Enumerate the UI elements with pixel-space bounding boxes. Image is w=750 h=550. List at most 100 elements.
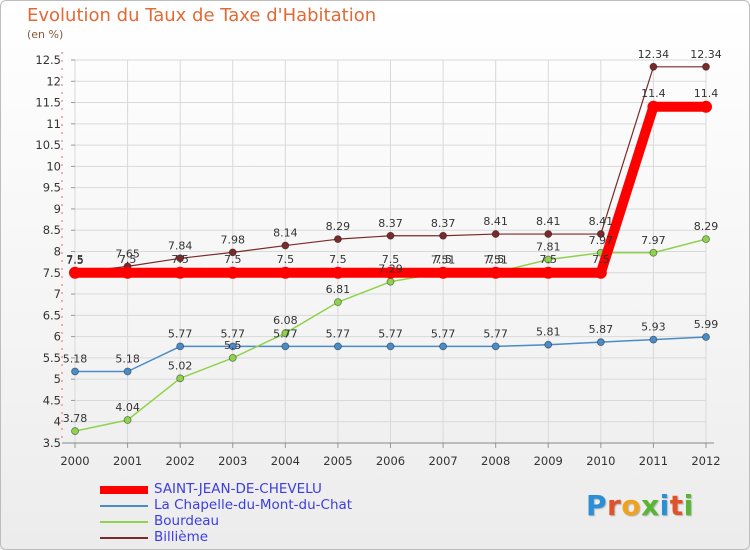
data-label-la-chapelle-du-mont-du-chat: 5.77 xyxy=(326,327,351,340)
data-point-billieme xyxy=(702,62,710,71)
data-label-bourdeau: 6.08 xyxy=(273,314,298,327)
data-label-la-chapelle-du-mont-du-chat: 5.18 xyxy=(115,353,140,366)
logo-letter: i xyxy=(659,489,670,522)
data-label-la-chapelle-du-mont-du-chat: 5.99 xyxy=(694,318,719,331)
logo-letter: P xyxy=(586,489,608,522)
data-label-la-chapelle-du-mont-du-chat: 5.18 xyxy=(63,353,88,366)
data-point-billieme xyxy=(334,235,342,244)
legend-label-billieme: Billième xyxy=(154,529,209,545)
data-point-bourdeau xyxy=(334,298,342,307)
data-point-billieme xyxy=(649,62,658,71)
data-label-saint-jean-de-chevelu: 7.5 xyxy=(382,253,400,266)
data-point-saint-jean-de-chevelu xyxy=(647,100,660,113)
y-tick-label: 5.5 xyxy=(43,351,61,365)
y-tick-label: 6.5 xyxy=(43,308,61,322)
x-tick-label: 2010 xyxy=(586,454,615,468)
data-label-saint-jean-de-chevelu: 7.5 xyxy=(224,253,242,266)
y-tick-label: 6 xyxy=(54,330,61,344)
y-tick-label: 8 xyxy=(54,245,61,259)
data-point-bourdeau xyxy=(544,255,553,264)
data-point-saint-jean-de-chevelu xyxy=(437,266,450,279)
data-label-billieme: 7.98 xyxy=(221,233,246,246)
data-label-bourdeau: 7.51 xyxy=(431,253,456,266)
data-label-saint-jean-de-chevelu: 11.4 xyxy=(641,87,666,100)
data-label-billieme: 8.41 xyxy=(483,215,508,228)
data-point-bourdeau xyxy=(702,235,710,244)
data-label-billieme: 7.65 xyxy=(115,247,140,260)
data-label-bourdeau: 3.78 xyxy=(63,412,88,425)
x-tick-label: 2009 xyxy=(534,454,563,468)
data-point-la-chapelle-du-mont-du-chat xyxy=(334,342,342,351)
data-label-bourdeau: 7.97 xyxy=(641,234,666,247)
x-tick-label: 2005 xyxy=(323,454,352,468)
data-label-bourdeau: 7.29 xyxy=(378,263,403,276)
data-label-saint-jean-de-chevelu: 7.5 xyxy=(171,253,189,266)
data-point-saint-jean-de-chevelu xyxy=(331,266,344,279)
axis-layer: 3.5 4 4.5 5 5.5 6 6.5 7 7.5 8 8.5 9 9.5 10 10.5 11 11.5 1… xyxy=(35,52,721,468)
data-point-la-chapelle-du-mont-du-chat xyxy=(491,342,500,351)
data-point-saint-jean-de-chevelu xyxy=(121,266,134,279)
data-point-la-chapelle-du-mont-du-chat xyxy=(123,367,132,376)
data-point-saint-jean-de-chevelu xyxy=(384,266,397,279)
data-point-bourdeau xyxy=(386,277,395,286)
logo-letter: x xyxy=(641,489,660,522)
data-label-bourdeau: 4.04 xyxy=(115,401,140,414)
data-label-saint-jean-de-chevelu: 7.5 xyxy=(277,253,295,266)
data-point-saint-jean-de-chevelu xyxy=(279,266,292,279)
data-label-billieme: 7.5 xyxy=(66,254,84,267)
y-tick-label: 3.5 xyxy=(43,436,61,450)
data-label-saint-jean-de-chevelu: 7.5 xyxy=(487,253,505,266)
data-point-la-chapelle-du-mont-du-chat xyxy=(649,335,658,344)
y-tick-label: 5 xyxy=(54,372,61,386)
data-point-bourdeau xyxy=(281,329,290,338)
data-label-billieme: 8.37 xyxy=(431,217,456,230)
y-tick-label: 12 xyxy=(46,74,61,88)
data-point-billieme xyxy=(596,230,605,238)
data-label-la-chapelle-du-mont-du-chat: 5.77 xyxy=(483,327,508,340)
data-point-billieme xyxy=(228,248,237,257)
proxiti-logo: Proxiti xyxy=(586,489,694,522)
data-label-bourdeau: 7.97 xyxy=(589,234,614,247)
x-tick-label: 2000 xyxy=(60,454,89,468)
x-tick-label: 2001 xyxy=(113,454,142,468)
data-point-saint-jean-de-chevelu xyxy=(174,266,187,279)
data-label-la-chapelle-du-mont-du-chat: 5.93 xyxy=(641,321,666,334)
series-layer xyxy=(69,62,712,435)
data-label-saint-jean-de-chevelu: 11.4 xyxy=(694,87,719,100)
data-point-billieme xyxy=(544,230,553,238)
data-point-la-chapelle-du-mont-du-chat xyxy=(596,338,605,347)
data-label-la-chapelle-du-mont-du-chat: 5.87 xyxy=(589,323,614,336)
data-point-la-chapelle-du-mont-du-chat xyxy=(439,342,447,351)
logo-letter: t xyxy=(669,489,684,522)
x-tick-label: 2006 xyxy=(376,454,405,468)
y-tick-label: 7 xyxy=(54,287,61,301)
data-point-saint-jean-de-chevelu xyxy=(226,266,239,279)
data-point-la-chapelle-du-mont-du-chat xyxy=(176,342,185,351)
data-label-layer: 7.5 7.657.84 7.988.14 8.29 8.37 8.37 8.41 8.41 8… xyxy=(63,48,722,425)
data-point-bourdeau xyxy=(123,416,132,424)
data-point-saint-jean-de-chevelu xyxy=(594,266,607,279)
data-point-billieme xyxy=(491,230,500,238)
x-tick-label: 2003 xyxy=(218,454,247,468)
logo-letter: i xyxy=(683,489,694,522)
data-label-la-chapelle-du-mont-du-chat: 5.77 xyxy=(431,327,456,340)
data-label-billieme: 8.41 xyxy=(589,215,614,228)
data-point-billieme xyxy=(439,231,447,240)
data-point-bourdeau xyxy=(228,353,237,362)
data-point-la-chapelle-du-mont-du-chat xyxy=(281,342,290,351)
data-label-billieme: 8.29 xyxy=(326,220,351,233)
y-tick-label: 10.5 xyxy=(35,138,61,152)
data-point-billieme xyxy=(176,254,185,263)
data-label-bourdeau: 6.81 xyxy=(326,283,351,296)
chart-subtitle: (en %) xyxy=(27,28,64,41)
data-point-saint-jean-de-chevelu xyxy=(542,266,555,279)
data-point-la-chapelle-du-mont-du-chat xyxy=(386,342,395,351)
y-tick-label: 7.5 xyxy=(43,266,61,280)
data-label-billieme: 12.34 xyxy=(638,48,670,61)
data-label-saint-jean-de-chevelu: 7.5 xyxy=(119,253,137,266)
x-tick-label: 2008 xyxy=(481,454,510,468)
y-tick-label: 11.5 xyxy=(35,96,61,110)
data-point-bourdeau xyxy=(71,427,79,435)
data-label-la-chapelle-du-mont-du-chat: 5.81 xyxy=(536,326,561,339)
